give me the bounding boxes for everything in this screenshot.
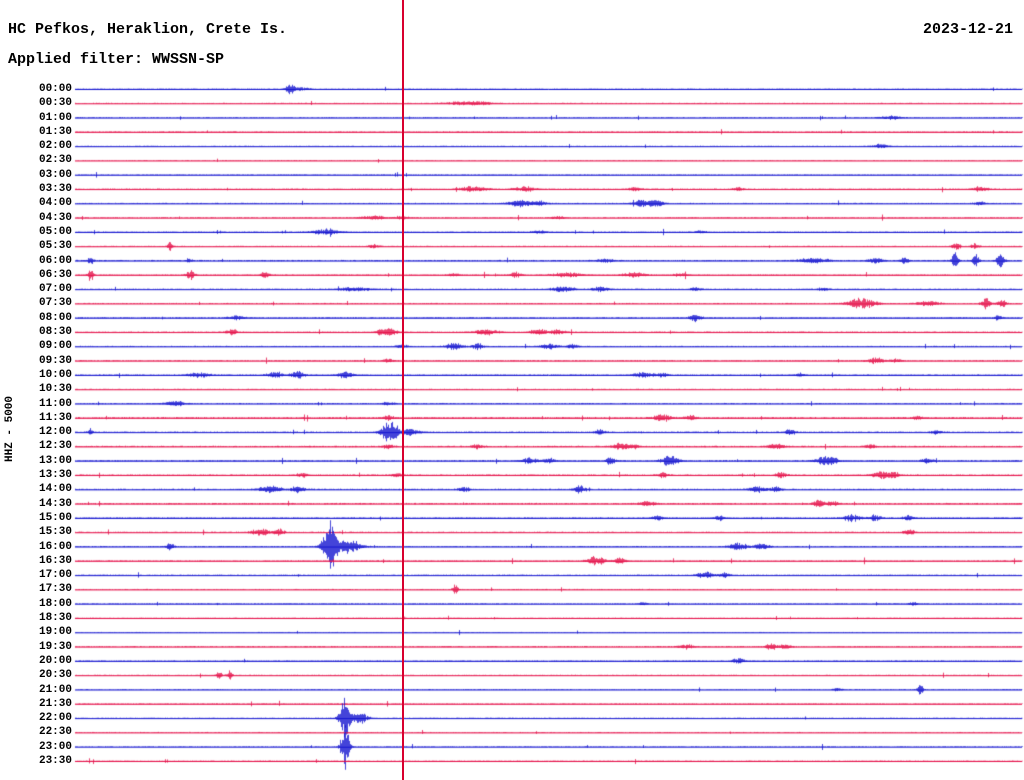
time-label: 22:30 xyxy=(38,726,72,739)
time-label: 00:30 xyxy=(38,97,72,110)
time-label: 03:30 xyxy=(38,183,72,196)
time-label: 08:00 xyxy=(38,311,72,324)
time-label: 05:30 xyxy=(38,240,72,253)
time-label: 04:00 xyxy=(38,197,72,210)
time-label: 08:30 xyxy=(38,326,72,339)
time-label: 05:00 xyxy=(38,225,72,238)
time-label: 15:00 xyxy=(38,511,72,524)
time-label: 03:00 xyxy=(38,168,72,181)
time-label: 10:30 xyxy=(38,383,72,396)
time-label: 19:00 xyxy=(38,626,72,639)
time-label: 00:00 xyxy=(38,83,72,95)
time-label: 13:00 xyxy=(38,454,72,467)
time-label: 07:00 xyxy=(38,283,72,296)
time-label: 09:30 xyxy=(38,354,72,367)
time-label: 21:00 xyxy=(38,683,72,696)
time-label: 18:00 xyxy=(38,597,72,610)
time-label: 09:00 xyxy=(38,340,72,353)
time-label: 01:30 xyxy=(38,125,72,138)
time-label: 20:00 xyxy=(38,654,72,667)
time-label: 23:00 xyxy=(38,740,72,753)
time-label: 12:30 xyxy=(38,440,72,453)
time-label: 12:00 xyxy=(38,426,72,439)
time-label: 10:00 xyxy=(38,368,72,381)
time-label: 19:30 xyxy=(38,640,72,653)
time-label: 16:00 xyxy=(38,540,72,553)
time-label: 11:30 xyxy=(38,411,72,424)
time-label: 22:00 xyxy=(38,712,72,725)
time-label: 16:30 xyxy=(38,554,72,567)
time-label: 11:00 xyxy=(38,397,72,410)
time-label: 07:30 xyxy=(38,297,72,310)
time-label: 02:00 xyxy=(38,140,72,153)
channel-scale-label: HHZ - 5000 xyxy=(4,395,16,462)
station-title: HC Pefkos, Heraklion, Crete Is. xyxy=(8,21,288,38)
time-label: 06:30 xyxy=(38,268,72,281)
time-label: 14:30 xyxy=(38,497,72,510)
time-label: 06:00 xyxy=(38,254,72,267)
time-label: 21:30 xyxy=(38,697,72,710)
time-label: 20:30 xyxy=(38,669,72,682)
record-date: 2023-12-21 xyxy=(922,21,1013,38)
time-label: 23:30 xyxy=(38,755,72,767)
applied-filter-label: Applied filter: WWSSN-SP xyxy=(8,51,225,68)
time-label: 18:30 xyxy=(38,612,72,625)
time-label: 02:30 xyxy=(38,154,72,167)
time-label: 04:30 xyxy=(38,211,72,224)
time-cursor-line xyxy=(402,0,404,780)
time-label: 17:00 xyxy=(38,569,72,582)
time-label: 14:00 xyxy=(38,483,72,496)
time-label: 17:30 xyxy=(38,583,72,596)
time-label: 13:30 xyxy=(38,469,72,482)
time-label: 01:00 xyxy=(38,111,72,124)
time-label: 15:30 xyxy=(38,526,72,539)
